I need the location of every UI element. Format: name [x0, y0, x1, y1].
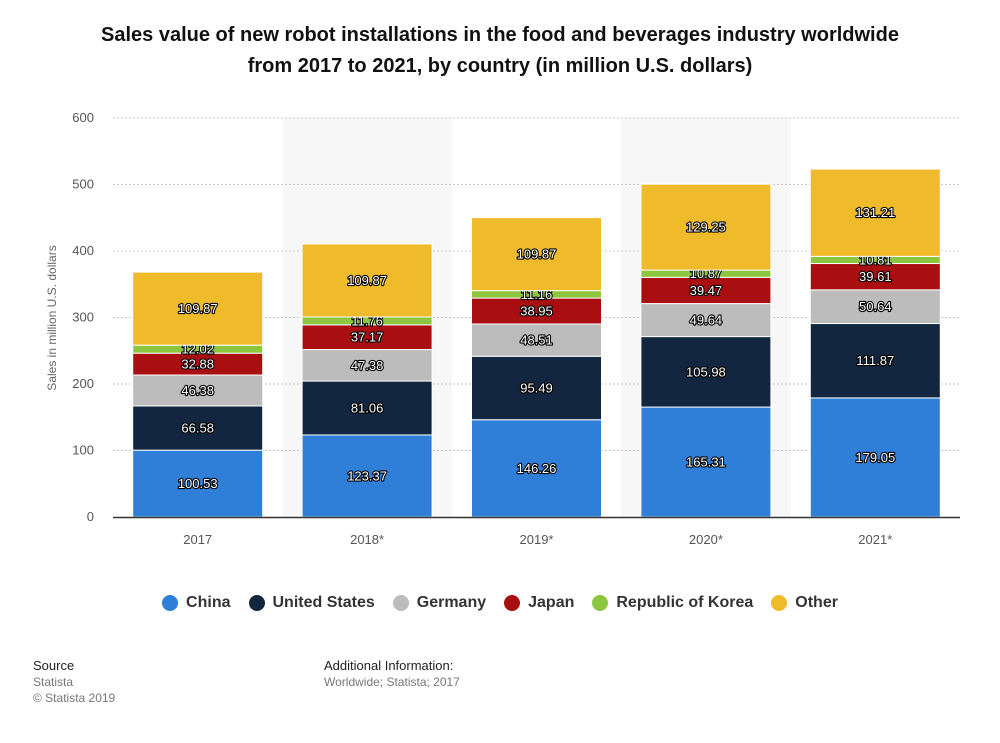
footer-additional-info: Additional Information: Worldwide; Stati…	[324, 658, 460, 690]
y-tick-label: 500	[72, 177, 94, 192]
y-axis-ticks: 0 100 200 300 400 500 600	[72, 110, 94, 524]
bar-segment	[471, 419, 602, 518]
bar-segment	[809, 397, 941, 518]
legend-item[interactable]: Germany	[392, 594, 487, 612]
bars: 100.5366.5846.3832.8812.02109.87123.3781…	[132, 168, 941, 518]
bar-segment	[301, 243, 433, 318]
y-tick-label: 200	[72, 376, 94, 391]
bar-segment	[809, 323, 941, 399]
x-tick-label: 2019*	[520, 532, 554, 547]
bar-segment	[640, 406, 772, 518]
bar-segment	[301, 349, 433, 382]
bar-segment	[301, 324, 433, 351]
legend-label: China	[186, 594, 231, 611]
data-label: 109.87	[347, 273, 387, 288]
data-label: 95.49	[520, 380, 553, 395]
info-line-1: Worldwide; Statista; 2017	[324, 675, 460, 689]
bar-segment	[132, 271, 264, 346]
data-label: 46.38	[181, 383, 214, 398]
y-tick-label: 0	[87, 509, 94, 524]
legend-marker	[162, 595, 179, 611]
data-label: 165.31	[686, 455, 726, 470]
bar-segment	[471, 217, 602, 292]
legend-marker	[771, 595, 788, 611]
data-label: 37.17	[351, 330, 384, 345]
x-tick-label: 2017	[183, 532, 212, 547]
source-line-1[interactable]: Statista	[33, 675, 74, 689]
x-axis-ticks: 2017 2018* 2019* 2020* 2021*	[183, 532, 892, 547]
data-label: 111.87	[856, 353, 894, 368]
legend-marker	[392, 595, 409, 611]
chart-title-line-1: Sales value of new robot installations i…	[101, 24, 899, 46]
data-label: 49.64	[690, 313, 723, 328]
legend-item[interactable]: Japan	[504, 594, 574, 612]
data-label: 129.25	[686, 220, 726, 235]
bar-segment	[471, 355, 602, 421]
y-tick-label: 400	[72, 243, 94, 258]
legend-item[interactable]: United States	[248, 594, 375, 612]
x-tick-label: 2020*	[689, 532, 723, 547]
data-label: 47.38	[351, 358, 384, 373]
bar-segment	[471, 297, 602, 325]
data-label: 146.26	[517, 461, 557, 476]
data-label: 66.58	[181, 421, 214, 436]
bar-segment	[809, 263, 941, 291]
data-label: 39.47	[690, 283, 723, 298]
bar-segment	[132, 374, 264, 407]
data-label: 105.98	[686, 364, 726, 379]
source-line-2: © Statista 2019	[33, 691, 116, 705]
data-label: 50.64	[859, 299, 892, 314]
legend-label: Other	[795, 594, 838, 611]
stacked-bar-chart: 0 100 200 300 400 500 600 Sales in million U.S…	[45, 110, 960, 547]
bar-segment	[640, 183, 772, 271]
bar-segment	[132, 405, 264, 451]
chart-title-line-2: from 2017 to 2021, by country (in millio…	[247, 55, 753, 77]
legend-label: Japan	[528, 594, 575, 611]
legend-marker	[592, 595, 609, 611]
data-label: 109.87	[517, 247, 557, 262]
legend-item[interactable]: Republic of Korea	[592, 594, 753, 612]
chart-title: Sales value of new robot installations i…	[40, 20, 960, 82]
legend-marker	[248, 595, 265, 611]
data-label: 48.51	[520, 333, 553, 348]
x-tick-label: 2018*	[350, 532, 384, 547]
data-label: 81.06	[351, 401, 384, 416]
data-label: 39.61	[859, 269, 892, 284]
x-tick-label: 2021*	[858, 532, 892, 547]
y-tick-label: 100	[72, 443, 94, 458]
legend-item[interactable]: Other	[771, 594, 838, 612]
source-heading: Source	[33, 658, 75, 673]
data-label: 38.95	[520, 304, 553, 319]
bar-segment	[301, 434, 433, 518]
data-label: 131.21	[855, 205, 895, 220]
y-tick-label: 600	[72, 110, 94, 125]
legend-label: United States	[272, 594, 375, 611]
legend-label: Republic of Korea	[616, 594, 754, 611]
legend: China United States Germany Japan Republic o…	[0, 594, 1000, 612]
info-heading: Additional Information:	[324, 658, 454, 673]
data-label: 179.05	[855, 450, 895, 465]
data-label: 32.88	[181, 357, 214, 372]
legend-label: Germany	[416, 594, 487, 611]
legend-item[interactable]: China	[162, 594, 231, 612]
data-label: 109.87	[178, 301, 218, 316]
data-label: 100.53	[178, 476, 218, 491]
y-tick-label: 300	[72, 310, 94, 325]
bar-segment	[640, 336, 772, 408]
bar-segment	[471, 323, 602, 357]
data-label: 123.37	[347, 468, 387, 483]
bar-segment	[809, 168, 941, 257]
y-axis-label: Sales in million U.S. dollars	[45, 245, 59, 390]
footer-source: Source Statista © Statista 2019	[33, 658, 115, 706]
bar-segment	[809, 289, 941, 325]
legend-marker	[504, 595, 521, 611]
